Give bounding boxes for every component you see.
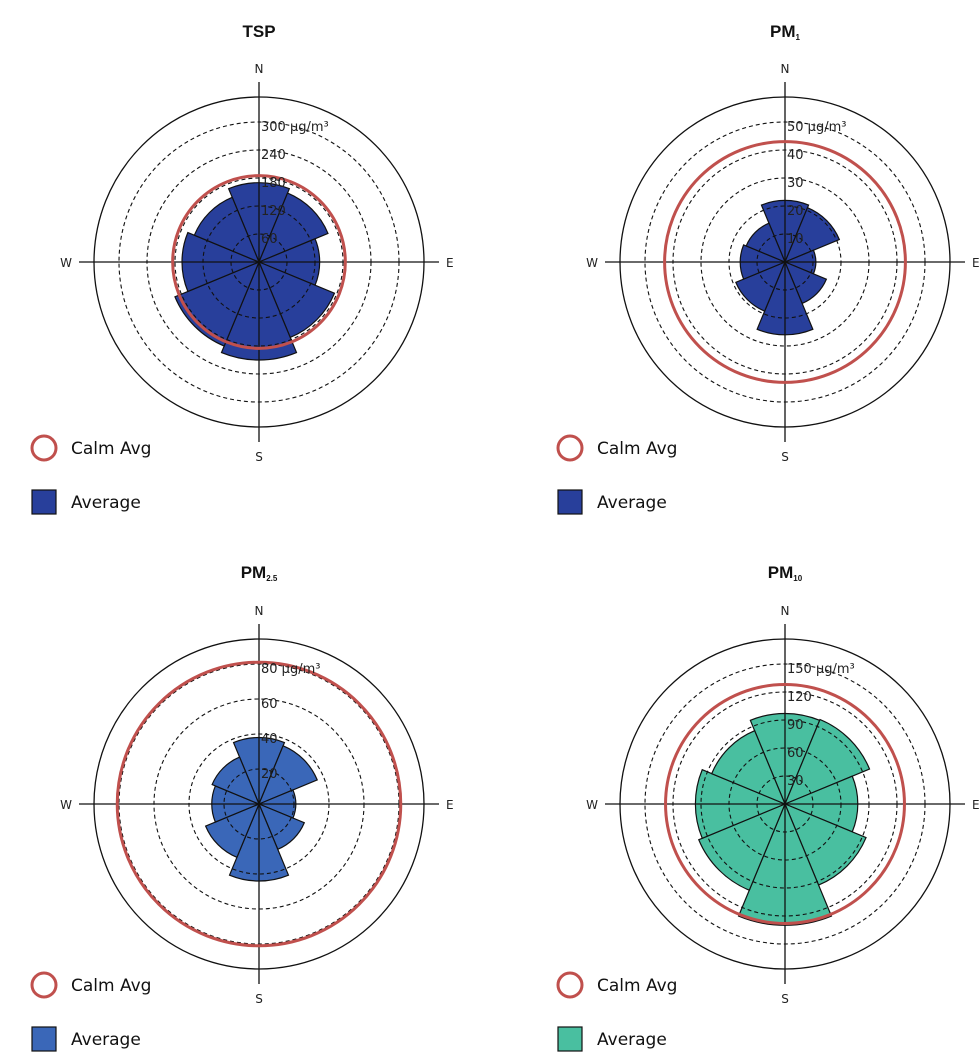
compass-e: E <box>446 256 454 270</box>
tick-label: 40 <box>261 732 278 747</box>
bar-nw <box>710 729 787 806</box>
bar-ne <box>783 206 841 264</box>
bar-nw <box>211 756 261 806</box>
legend-average-icon <box>31 489 57 515</box>
legend: Calm Avg Average <box>30 434 151 515</box>
legend-average-icon <box>31 1026 57 1052</box>
tick-label: 180 <box>261 176 286 191</box>
tick-label: 20 <box>261 767 278 782</box>
chart-title-text: PM <box>768 563 794 582</box>
compass-e: E <box>972 256 979 270</box>
tick-label: 90 <box>787 718 804 733</box>
chart-title-text: TSP <box>242 22 275 41</box>
tick-label: 40 <box>787 148 804 163</box>
compass-s: S <box>255 450 263 464</box>
compass-w: W <box>60 798 72 812</box>
compass-s: S <box>255 992 263 1006</box>
compass-w: W <box>60 256 72 270</box>
legend-calm-icon <box>556 434 584 462</box>
chart-title-subscript: 1 <box>796 33 801 42</box>
wind-rose-panel-4: PM10 30 60 90 120 150 µg/m³ N S W E Calm Avg Averag… <box>556 563 979 1052</box>
legend: Calm Avg Average <box>556 971 677 1052</box>
tick-label: 120 <box>787 690 812 705</box>
legend-average-icon <box>557 489 583 515</box>
chart-title-subscript: 10 <box>793 574 802 583</box>
wind-rose-panel-3: PM2.5 20 40 60 80 µg/m³ N S W E Calm Avg Average <box>30 563 454 1052</box>
bar-sw <box>204 802 261 859</box>
bar-sw <box>735 260 787 312</box>
chart-title: PM1 <box>770 22 801 42</box>
compass-e: E <box>446 798 454 812</box>
compass-n: N <box>781 604 790 618</box>
legend-calm-icon <box>30 434 58 462</box>
legend-calm-label: Calm Avg <box>597 439 677 459</box>
legend-average-label: Average <box>597 1030 667 1050</box>
tick-label: 20 <box>787 204 804 219</box>
chart-title-subscript: 2.5 <box>266 574 278 583</box>
calm-avg-circle <box>171 174 347 350</box>
chart-title: TSP <box>242 22 275 41</box>
tick-label: 150 µg/m³ <box>787 662 855 677</box>
legend-calm-label: Calm Avg <box>71 976 151 996</box>
compass-n: N <box>781 62 790 76</box>
tick-label: 10 <box>787 232 804 247</box>
bar-se <box>257 260 336 339</box>
calm-avg-circle <box>664 683 906 925</box>
bar-ne <box>257 192 329 264</box>
tick-label: 30 <box>787 176 804 191</box>
compass-w: W <box>586 798 598 812</box>
legend: Calm Avg Average <box>556 434 677 515</box>
chart-title-text: PM <box>770 22 796 41</box>
chart-title: PM2.5 <box>241 563 278 583</box>
calm-avg-circle <box>663 140 907 384</box>
wind-rose-panel-2: PM1 10 20 30 40 50 µg/m³ N S W E Calm Avg Average <box>556 22 979 515</box>
tick-label: 80 µg/m³ <box>261 662 320 677</box>
legend: Calm Avg Average <box>30 971 151 1052</box>
legend-calm-icon <box>556 971 584 999</box>
bar-ne <box>257 745 318 806</box>
tick-label: 60 <box>787 746 804 761</box>
bar-sw <box>174 260 261 347</box>
tick-label: 240 <box>261 148 286 163</box>
bar-ne <box>783 718 871 806</box>
wind-rose-panel-1: TSP 60 120 180 240 300 µg/m³ N S W E Calm Avg Avera… <box>30 22 454 515</box>
tick-label: 120 <box>261 204 286 219</box>
compass-n: N <box>255 62 264 76</box>
legend-average-icon <box>557 1026 583 1052</box>
bar-sw <box>697 802 787 892</box>
chart-title-text: PM <box>241 563 267 582</box>
bar-nw <box>193 196 261 264</box>
calm-avg-circle <box>115 660 403 948</box>
legend-average-label: Average <box>597 493 667 513</box>
legend-calm-label: Calm Avg <box>597 976 677 996</box>
compass-s: S <box>781 992 789 1006</box>
legend-calm-icon <box>30 971 58 999</box>
legend-calm-label: Calm Avg <box>71 439 151 459</box>
legend-average-label: Average <box>71 1030 141 1050</box>
legend-average-label: Average <box>71 493 141 513</box>
bar-nw <box>745 222 787 264</box>
compass-s: S <box>781 450 789 464</box>
compass-n: N <box>255 604 264 618</box>
chart-title: PM10 <box>768 563 803 583</box>
bar-se <box>783 802 867 886</box>
tick-label: 30 <box>787 774 804 789</box>
tick-label: 60 <box>261 232 278 247</box>
compass-e: E <box>972 798 979 812</box>
tick-label: 300 µg/m³ <box>261 120 329 135</box>
tick-label: 60 <box>261 697 278 712</box>
tick-label: 50 µg/m³ <box>787 120 846 135</box>
compass-w: W <box>586 256 598 270</box>
